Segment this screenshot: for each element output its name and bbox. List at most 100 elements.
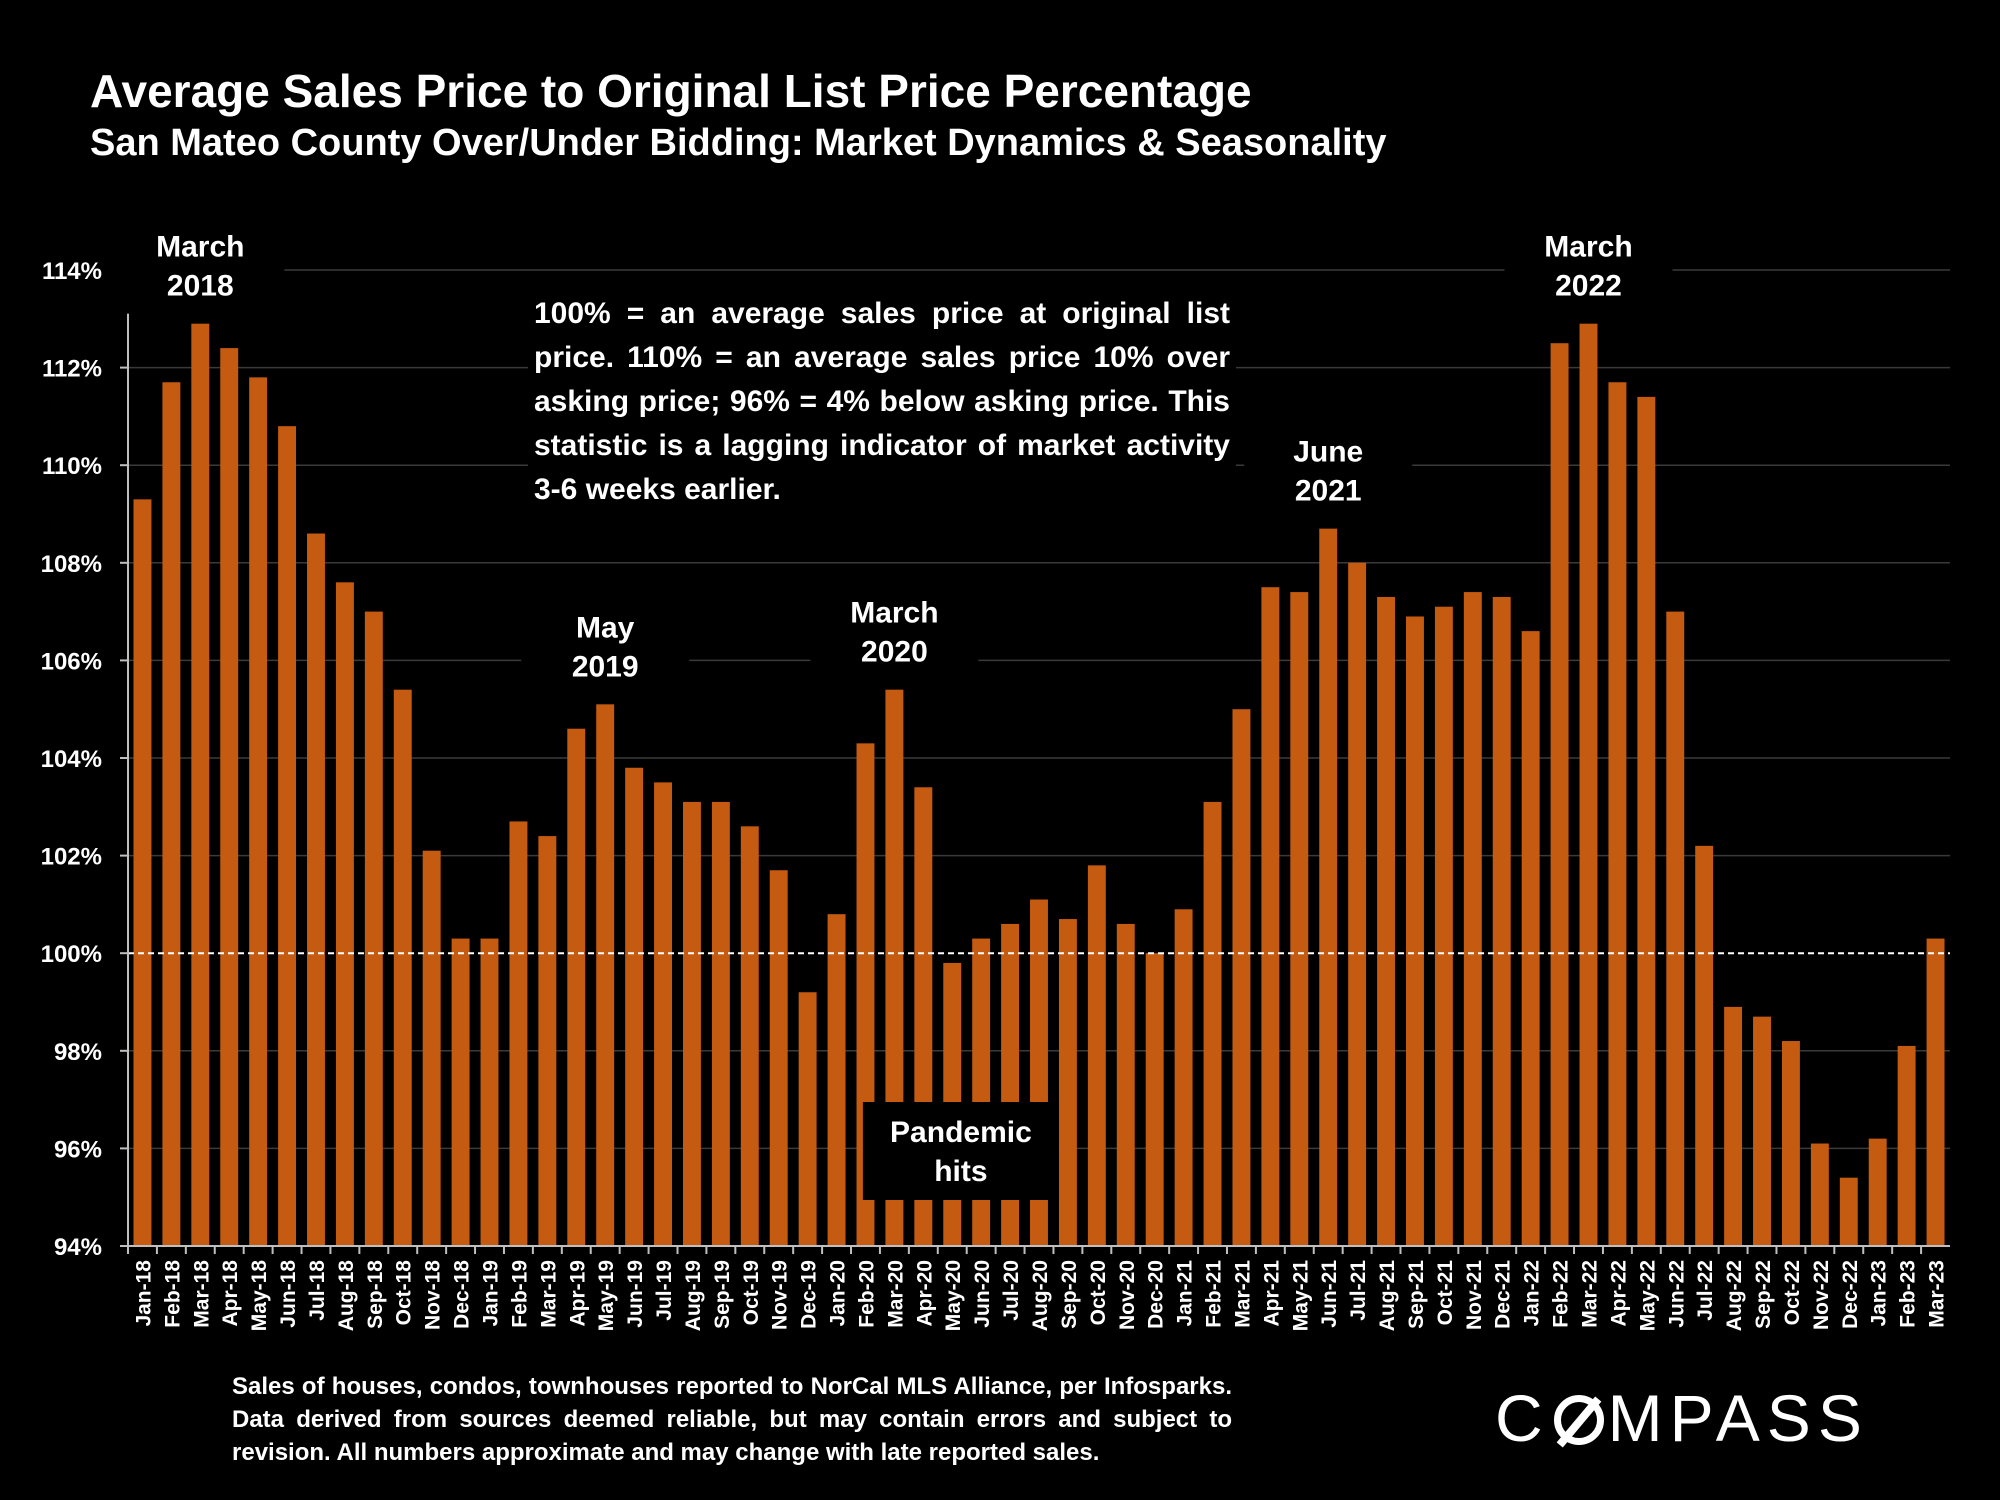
annotation-label: 2020 bbox=[861, 636, 928, 669]
bar bbox=[1666, 611, 1685, 1246]
x-tick-label: Oct-18 bbox=[393, 1260, 416, 1326]
annotation-backdrop bbox=[1244, 426, 1413, 519]
annotation-label: 2021 bbox=[1295, 475, 1362, 508]
x-tick-label: Dec-19 bbox=[798, 1260, 821, 1329]
y-tick-label: 102% bbox=[41, 844, 102, 871]
x-tick-labels: Jan-18 Feb-18 Mar-18 Apr-18 May-18 Jun-18 Jul-… bbox=[132, 1260, 1948, 1332]
bar bbox=[1810, 1143, 1829, 1246]
bar bbox=[711, 801, 730, 1246]
x-tick-label: May-22 bbox=[1636, 1260, 1659, 1331]
x-tick-label: Dec-21 bbox=[1492, 1260, 1515, 1329]
bar bbox=[1174, 909, 1193, 1246]
bar bbox=[1434, 606, 1453, 1246]
chart-title: Average Sales Price to Original List Pri… bbox=[90, 65, 1252, 117]
x-tick-label: Jul-22 bbox=[1694, 1260, 1717, 1321]
x-tick-label: Aug-18 bbox=[335, 1260, 358, 1331]
bar bbox=[1753, 1016, 1771, 1246]
annotation-label: June bbox=[1293, 436, 1363, 469]
x-tick-label: Nov-20 bbox=[1116, 1260, 1139, 1330]
x-tick-label: Sep-20 bbox=[1058, 1260, 1081, 1329]
logo-text-end: MPASS bbox=[1607, 1381, 1869, 1455]
x-tick-label: Mar-23 bbox=[1926, 1260, 1949, 1328]
x-tick-label: Jun-18 bbox=[277, 1260, 300, 1328]
x-tick-label: Sep-21 bbox=[1405, 1260, 1428, 1329]
bar bbox=[1087, 865, 1106, 1246]
x-tick-label: Jun-20 bbox=[971, 1260, 994, 1328]
bar bbox=[625, 767, 644, 1246]
annotation-backdrop bbox=[1504, 221, 1673, 314]
x-tick-label: May-21 bbox=[1289, 1260, 1312, 1332]
annotation-label: 2019 bbox=[572, 650, 639, 683]
x-tick-label: Sep-19 bbox=[711, 1260, 734, 1329]
x-tick-label: Mar-21 bbox=[1231, 1260, 1254, 1328]
bar bbox=[480, 938, 499, 1246]
x-tick-label: Jan-18 bbox=[132, 1260, 155, 1327]
bar bbox=[509, 821, 528, 1246]
bar bbox=[1232, 709, 1251, 1246]
bar bbox=[1550, 343, 1569, 1246]
x-tick-label: Nov-22 bbox=[1810, 1260, 1833, 1330]
x-tick-label: Jan-22 bbox=[1521, 1260, 1544, 1327]
bar bbox=[740, 826, 759, 1246]
x-tick-label: Dec-20 bbox=[1145, 1260, 1168, 1329]
x-tick-label: Mar-22 bbox=[1578, 1260, 1601, 1328]
bar bbox=[769, 870, 788, 1246]
x-tick-label: Jul-19 bbox=[653, 1260, 676, 1321]
x-tick-label: Dec-18 bbox=[451, 1260, 474, 1329]
y-tick-label: 114% bbox=[42, 258, 102, 285]
y-tick-labels: 94% 96% 98% 100% 102% 104% 106% 108% 110% 112% 114… bbox=[41, 258, 102, 1261]
x-tick-label: Jan-19 bbox=[480, 1260, 503, 1327]
annotation-label: Pandemic bbox=[890, 1116, 1032, 1149]
x-tick-label: Mar-18 bbox=[190, 1260, 213, 1328]
bar bbox=[1058, 919, 1077, 1246]
x-tick-label: Jun-21 bbox=[1318, 1260, 1341, 1328]
x-tick-label: Nov-18 bbox=[422, 1260, 445, 1330]
bar bbox=[249, 377, 268, 1246]
bar bbox=[1377, 596, 1396, 1246]
bar bbox=[1637, 396, 1656, 1246]
bar bbox=[654, 782, 672, 1246]
bar bbox=[220, 348, 239, 1247]
axes bbox=[120, 235, 1950, 1254]
bar bbox=[1839, 1177, 1858, 1246]
x-tick-label: Aug-22 bbox=[1723, 1260, 1746, 1331]
x-tick-label: Jul-21 bbox=[1347, 1260, 1370, 1321]
x-tick-label: Aug-21 bbox=[1376, 1260, 1399, 1331]
x-tick-label: Oct-19 bbox=[740, 1260, 763, 1325]
bar bbox=[1897, 1045, 1916, 1246]
y-tick-label: 104% bbox=[41, 746, 102, 773]
x-tick-label: Jan-21 bbox=[1174, 1260, 1197, 1327]
bar bbox=[1521, 631, 1540, 1246]
bar bbox=[1608, 382, 1627, 1246]
annotation-label: March bbox=[850, 597, 938, 630]
logo-compass-o-icon bbox=[1553, 1395, 1604, 1445]
bar bbox=[1724, 1006, 1743, 1246]
bar bbox=[1406, 616, 1424, 1246]
bar bbox=[1492, 596, 1511, 1246]
annotation-backdrop bbox=[521, 602, 690, 695]
x-tick-label: Feb-23 bbox=[1897, 1260, 1920, 1328]
annotation-label: March bbox=[1544, 231, 1632, 264]
bar bbox=[335, 582, 354, 1246]
x-tick-label: Nov-21 bbox=[1463, 1260, 1486, 1330]
x-tick-label: Feb-21 bbox=[1203, 1260, 1226, 1328]
y-tick-label: 100% bbox=[41, 941, 102, 968]
bar bbox=[451, 938, 470, 1246]
x-tick-label: Feb-19 bbox=[508, 1260, 531, 1328]
x-tick-label: Apr-20 bbox=[913, 1260, 936, 1327]
x-tick-label: Jan-23 bbox=[1868, 1260, 1891, 1327]
y-tick-label: 96% bbox=[54, 1136, 102, 1163]
x-tick-label: Jan-20 bbox=[827, 1260, 850, 1327]
x-tick-label: Oct-22 bbox=[1781, 1260, 1804, 1325]
annotation-box bbox=[862, 1102, 1059, 1200]
bar bbox=[1145, 953, 1164, 1246]
annotation-label: hits bbox=[934, 1155, 987, 1188]
bar bbox=[1116, 923, 1135, 1246]
y-tick-label: 112% bbox=[42, 356, 102, 383]
source-footnote: Sales of houses, condos, townhouses repo… bbox=[232, 1373, 1232, 1466]
bar bbox=[596, 704, 615, 1246]
x-tick-label: May-20 bbox=[942, 1260, 965, 1331]
y-tick-label: 98% bbox=[54, 1039, 102, 1066]
x-tick-label: Jun-22 bbox=[1665, 1260, 1688, 1328]
